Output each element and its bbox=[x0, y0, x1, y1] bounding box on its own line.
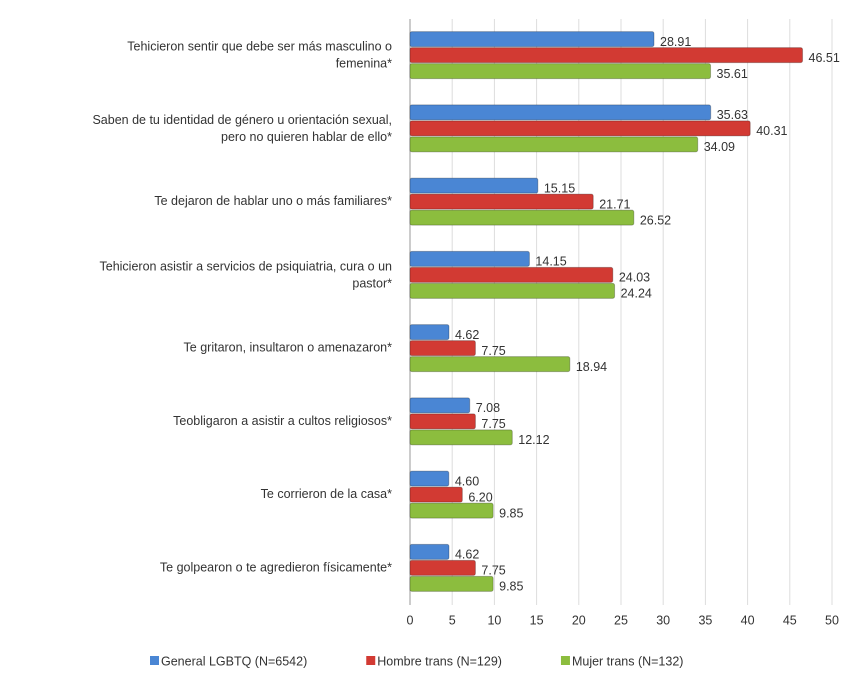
category-label: Te dejaron de hablar uno o más familiare… bbox=[154, 194, 392, 208]
value-label: 14.15 bbox=[535, 255, 566, 269]
value-label: 26.52 bbox=[640, 213, 671, 227]
bar bbox=[409, 356, 571, 373]
x-tick-label: 50 bbox=[825, 613, 839, 627]
bar bbox=[409, 543, 450, 560]
x-tick-label: 10 bbox=[487, 613, 501, 627]
bar bbox=[409, 486, 463, 503]
value-label: 28.91 bbox=[660, 35, 691, 49]
category-label: Te gritaron, insultaron o amenazaron* bbox=[184, 341, 393, 355]
category-line: Tehicieron asistir a servicios de psiqui… bbox=[100, 260, 393, 274]
x-tick-label: 15 bbox=[530, 613, 544, 627]
bar bbox=[409, 470, 450, 487]
category-line: Te dejaron de hablar uno o más familiare… bbox=[154, 194, 392, 208]
value-label: 21.71 bbox=[599, 197, 630, 211]
x-tick-label: 40 bbox=[741, 613, 755, 627]
value-label: 7.75 bbox=[481, 564, 505, 578]
value-label: 35.63 bbox=[717, 108, 748, 122]
x-tick-label: 0 bbox=[407, 613, 414, 627]
bar bbox=[409, 250, 530, 267]
legend-swatch bbox=[560, 656, 570, 665]
x-tick-label: 30 bbox=[656, 613, 670, 627]
bar bbox=[409, 559, 476, 576]
x-tick-label: 5 bbox=[449, 613, 456, 627]
category-line: pero no quieren hablar de ello* bbox=[221, 130, 392, 144]
bar bbox=[409, 429, 513, 446]
category-label: Tehicieron sentir que debe ser más mascu… bbox=[127, 40, 392, 71]
legend-label: Mujer trans (N=132) bbox=[572, 654, 684, 668]
value-label: 46.51 bbox=[809, 51, 840, 65]
value-label: 18.94 bbox=[576, 360, 607, 374]
category-line: Te gritaron, insultaron o amenazaron* bbox=[184, 341, 393, 355]
legend-swatch bbox=[366, 656, 376, 665]
category-line: Saben de tu identidad de género u orient… bbox=[92, 113, 392, 127]
legend-swatch bbox=[150, 656, 159, 665]
bar bbox=[409, 47, 804, 64]
category-line: Te corrieron de la casa* bbox=[261, 487, 392, 501]
value-label: 7.08 bbox=[476, 401, 500, 415]
value-label: 6.20 bbox=[468, 490, 492, 504]
x-tick-label: 45 bbox=[783, 613, 797, 627]
category-line: femenina* bbox=[336, 57, 392, 71]
value-label: 35.61 bbox=[717, 67, 748, 81]
bar bbox=[409, 397, 471, 414]
bar bbox=[409, 120, 751, 137]
bar bbox=[409, 209, 635, 226]
bar bbox=[409, 104, 712, 121]
value-label: 34.09 bbox=[704, 140, 735, 154]
value-label: 7.75 bbox=[481, 344, 505, 358]
category-label: Tehicieron asistir a servicios de psiqui… bbox=[100, 260, 393, 291]
bar bbox=[409, 266, 614, 283]
category-label: Saben de tu identidad de género u orient… bbox=[92, 113, 392, 144]
bar bbox=[409, 136, 699, 153]
category-label: Te golpearon o te agredieron físicamente… bbox=[160, 561, 392, 575]
value-label: 15.15 bbox=[544, 181, 575, 195]
bar bbox=[409, 282, 616, 299]
category-label: Te corrieron de la casa* bbox=[261, 487, 392, 501]
category-line: Te golpearon o te agredieron físicamente… bbox=[160, 561, 392, 575]
bar bbox=[409, 340, 476, 357]
bar bbox=[409, 502, 494, 519]
value-label: 12.12 bbox=[518, 433, 549, 447]
legend-label: General LGBTQ (N=6542) bbox=[161, 654, 307, 668]
value-label: 24.03 bbox=[619, 271, 650, 285]
bar bbox=[409, 31, 655, 48]
bar bbox=[409, 575, 494, 592]
value-label: 4.62 bbox=[455, 548, 479, 562]
value-label: 9.85 bbox=[499, 580, 523, 594]
bar bbox=[409, 324, 450, 341]
value-label: 24.24 bbox=[621, 287, 652, 301]
bar bbox=[409, 413, 476, 430]
bar bbox=[409, 177, 539, 194]
bar bbox=[409, 193, 594, 210]
value-label: 4.62 bbox=[455, 328, 479, 342]
category-line: Teobligaron a asistir a cultos religioso… bbox=[173, 414, 392, 428]
value-label: 40.31 bbox=[756, 124, 787, 138]
value-label: 4.60 bbox=[455, 474, 479, 488]
legend-label: Hombre trans (N=129) bbox=[377, 654, 502, 668]
value-label: 7.75 bbox=[481, 417, 505, 431]
x-tick-label: 35 bbox=[698, 613, 712, 627]
category-label: Teobligaron a asistir a cultos religioso… bbox=[173, 414, 392, 428]
x-tick-label: 25 bbox=[614, 613, 628, 627]
category-line: pastor* bbox=[352, 277, 392, 291]
value-label: 9.85 bbox=[499, 506, 523, 520]
bar bbox=[409, 63, 712, 80]
category-line: Tehicieron sentir que debe ser más mascu… bbox=[127, 40, 392, 54]
x-tick-label: 20 bbox=[572, 613, 586, 627]
